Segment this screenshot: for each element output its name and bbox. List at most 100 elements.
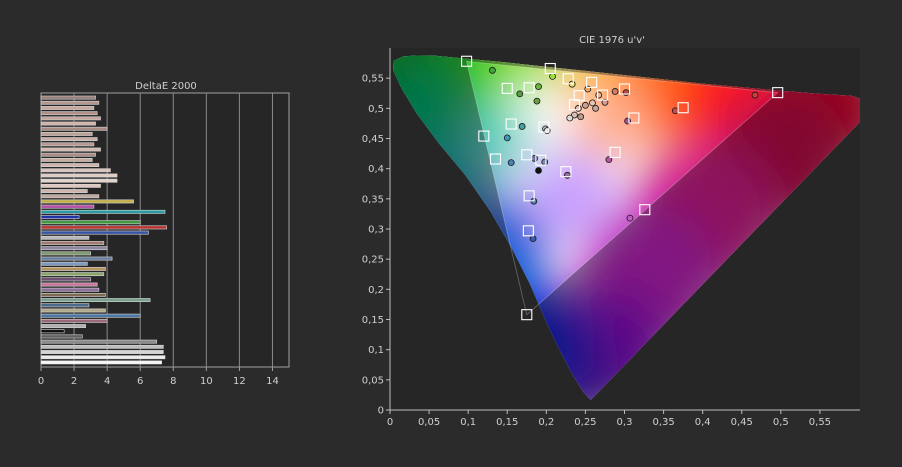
measured-point (541, 158, 549, 166)
cie-y-tick-label: 0,05 (362, 375, 384, 386)
deltae-bar (40, 235, 90, 240)
deltae-bar (40, 183, 101, 188)
measured-point (626, 214, 634, 222)
deltae-bar (40, 272, 105, 277)
cie-y-tick-label: 0,5 (368, 104, 384, 115)
out-of-gamut-shade (393, 55, 860, 400)
target-square (521, 309, 533, 321)
cie-y-tick-label: 0,55 (362, 74, 384, 85)
cie-x-tick-label: 0 (387, 417, 393, 428)
deltae-bar (40, 106, 95, 110)
target-square (538, 121, 550, 133)
measured-point (516, 90, 524, 98)
deltae-bar (40, 241, 105, 245)
cie-x-tick-label: 0,35 (652, 417, 674, 428)
measured-point (529, 235, 537, 243)
cie-x-tick-label: 0,15 (496, 417, 518, 428)
deltae-bar (40, 142, 95, 147)
deltae-bar (40, 256, 113, 261)
cie-y-tick-label: 0,3 (368, 225, 384, 236)
target-square (639, 204, 651, 216)
measured-point (595, 91, 603, 99)
deltae-bar (40, 298, 151, 303)
target-square (461, 55, 473, 67)
deltae-bar (40, 344, 164, 349)
deltae-bar (40, 350, 164, 354)
deltae-bar (40, 292, 106, 297)
target-square (560, 166, 572, 178)
deltae-x-tick-label: 4 (104, 376, 110, 387)
cie-x-tick-label: 0,2 (538, 417, 554, 428)
target-square (586, 76, 598, 88)
deltae-bar (40, 121, 96, 126)
measured-point (601, 98, 609, 106)
deltae-bar (40, 287, 100, 292)
measured-point (518, 123, 526, 130)
gamut-triangle (465, 60, 779, 316)
target-square (505, 118, 517, 130)
target-square (522, 225, 534, 237)
target-square (501, 82, 513, 94)
deltae-bar (40, 318, 108, 323)
deltae-bar (40, 163, 100, 168)
cie-x-tick-label: 0,1 (460, 417, 476, 428)
deltae-bar (40, 100, 100, 105)
measured-point (488, 66, 496, 74)
target-square (597, 89, 609, 101)
deltae-bar (40, 220, 141, 225)
measured-point (571, 111, 578, 119)
target-square (618, 83, 631, 95)
deltae-bar (40, 111, 98, 116)
measured-point (549, 72, 556, 80)
cie-x-tick-label: 0,05 (418, 417, 440, 428)
deltae-bar (40, 329, 65, 334)
cie-y-tick-label: 0,45 (362, 134, 384, 145)
measured-point (622, 89, 630, 97)
target-square (677, 102, 689, 114)
deltae-x-tick-label: 12 (233, 376, 246, 387)
deltae-bar (40, 157, 93, 162)
target-square (628, 112, 640, 124)
measured-point (589, 99, 596, 107)
target-square (562, 73, 574, 85)
deltae-bar (40, 267, 106, 271)
measured-point (611, 88, 619, 95)
deltae-bar (40, 246, 108, 251)
deltae-bar (40, 251, 91, 256)
target-square (478, 130, 490, 142)
deltae-bar (40, 277, 91, 282)
cie-x-tick-label: 0,3 (617, 417, 633, 428)
deltae-bar (40, 137, 98, 142)
target-square (568, 99, 581, 111)
deltae-bar (40, 126, 108, 131)
cie-y-tick-label: 0,1 (368, 345, 384, 356)
deltae-x-tick-label: 10 (200, 376, 213, 387)
deltae-x-tick-label: 0 (38, 376, 44, 387)
cie-y-tick-label: 0,4 (368, 164, 384, 175)
deltae-x-tick-label: 2 (71, 376, 77, 387)
cie-x-ticks: 0 0,05 0,1 0,15 0,2 0,25 0,3 0,35 0,4 0,45 0,5 0,55 (387, 410, 831, 428)
deltae-bar (40, 313, 141, 318)
deltae-bar (40, 199, 134, 204)
measured-point (671, 107, 679, 115)
deltae-x-tick-label: 8 (170, 376, 176, 387)
measured-point (582, 101, 589, 109)
target-square (544, 62, 556, 75)
deltae-bar (40, 95, 96, 100)
deltae-bar (40, 324, 86, 328)
deltae-bars (40, 95, 167, 365)
deltae-bar (40, 209, 166, 214)
deltae-bar (40, 178, 118, 183)
measured-point (503, 134, 511, 142)
deltae-bar (40, 303, 90, 308)
cie-target-points (461, 55, 784, 321)
measured-point (751, 91, 759, 99)
measured-point (577, 113, 585, 121)
deltae-bar (40, 261, 88, 266)
deltae-bar (40, 215, 80, 219)
deltae-bar (40, 116, 101, 121)
deltae-x-tick-label: 14 (266, 376, 279, 387)
deltae-bar (40, 334, 83, 339)
deltae-x-ticks: 0 2 4 6 8 10 12 14 (38, 367, 279, 387)
cie-y-tick-label: 0,2 (368, 285, 384, 296)
